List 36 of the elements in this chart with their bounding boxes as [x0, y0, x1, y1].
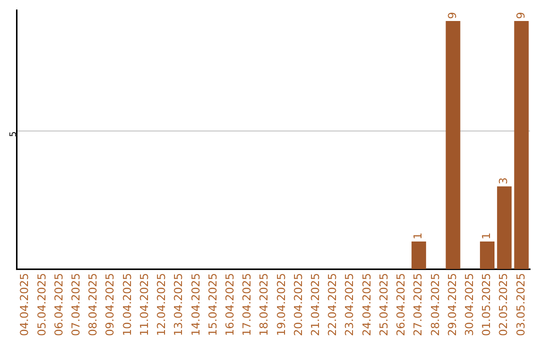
x-tick-label: 19.04.2025 — [274, 273, 288, 336]
x-tick-label: 14.04.2025 — [189, 273, 202, 336]
x-tick-label: 12.04.2025 — [155, 273, 168, 336]
x-tick-label: 27.04.2025 — [412, 273, 425, 336]
x-tick-label: 21.04.2025 — [309, 273, 322, 336]
x-tick-label: 07.04.2025 — [70, 273, 83, 336]
data-label: 1 — [412, 232, 425, 240]
x-tick-label: 15.04.2025 — [206, 273, 220, 336]
x-tick-label: 01.05.2025 — [480, 273, 494, 336]
x-tick-label: 29.04.2025 — [446, 273, 459, 336]
x-tick-label: 09.04.2025 — [104, 273, 117, 336]
x-tick-label: 26.04.2025 — [394, 273, 408, 336]
x-tick-label: 10.04.2025 — [120, 273, 134, 336]
x-tick-label: 30.04.2025 — [462, 273, 476, 336]
x-tick-label: 11.04.2025 — [138, 273, 151, 336]
x-tick-label: 06.04.2025 — [52, 273, 66, 336]
x-tick-label: 17.04.2025 — [240, 273, 254, 336]
x-tick-label: 25.04.2025 — [377, 273, 390, 336]
y-tick-label: 5 — [9, 131, 20, 137]
x-tick-label: 02.05.2025 — [497, 273, 510, 336]
x-tick-label: 16.04.2025 — [223, 273, 236, 336]
x-tick-label: 22.04.2025 — [326, 273, 340, 336]
x-tick-label: 04.04.2025 — [18, 273, 32, 336]
x-tick-label: 28.04.2025 — [428, 273, 442, 336]
x-tick-label: 24.04.2025 — [360, 273, 374, 336]
data-label: 3 — [497, 177, 510, 184]
data-label: 9 — [446, 12, 459, 20]
data-label: 9 — [514, 12, 528, 20]
x-tick-label: 13.04.2025 — [172, 273, 186, 336]
x-tick-label: 05.04.2025 — [35, 273, 48, 336]
x-tick-label: 03.05.2025 — [514, 273, 528, 336]
data-label: 1 — [480, 232, 494, 240]
x-tick-label: 23.04.2025 — [343, 273, 356, 336]
x-tick-label: 20.04.2025 — [292, 273, 305, 336]
x-tick-label: 18.04.2025 — [258, 273, 271, 336]
x-tick-label: 08.04.2025 — [86, 273, 100, 336]
